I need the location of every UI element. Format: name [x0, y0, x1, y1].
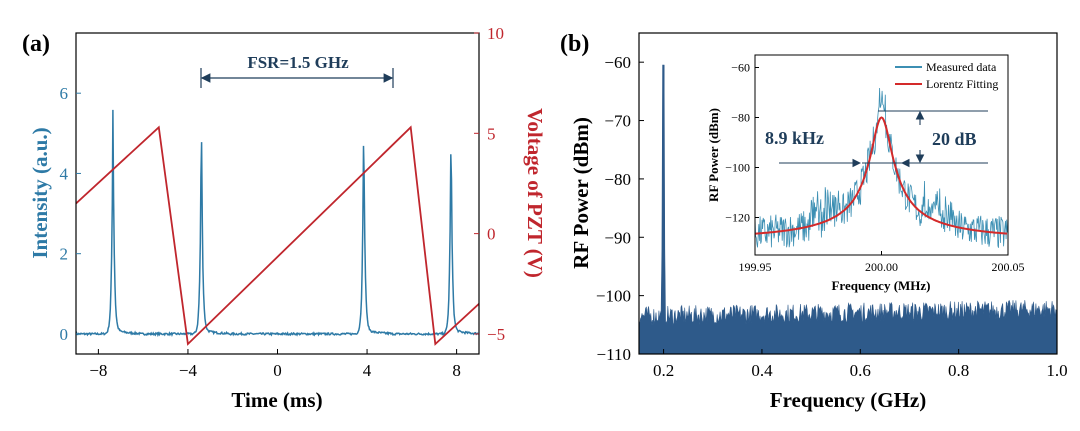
panel-b-label: (b) [560, 31, 589, 57]
inset-plot-area [755, 87, 1008, 248]
inset-annotation-db: 20 dB [932, 129, 977, 149]
a-ytick-right-label: 0 [487, 225, 496, 244]
b-xtick-label: 0.2 [653, 361, 674, 380]
a-xtick-label: 4 [363, 361, 372, 380]
b-xtick-label: 1.0 [1046, 361, 1067, 380]
inset-xtick-label: 200.00 [865, 260, 898, 274]
b-ytick-label: −60 [604, 53, 631, 72]
panel-b-ylabel: RF Power (dBm) [569, 117, 593, 269]
inset-axes: 199.95 200.00 200.05 −60 −80 −100 −120 [725, 61, 1024, 275]
inset-ytick-label: −100 [725, 161, 750, 175]
inset-xtick-label: 200.05 [992, 260, 1025, 274]
panel-a-ylabel-right: Voltage of PZT (V) [523, 108, 547, 278]
panel-b-xlabel: Frequency (GHz) [770, 388, 927, 412]
a-ytick-left-label: 6 [60, 84, 69, 103]
panel-a-axes: −8 −4 0 4 8 0 2 4 6 −5 0 5 10 [60, 24, 506, 380]
a-ytick-left-label: 2 [60, 245, 69, 264]
b-ytick-label: −70 [604, 112, 631, 131]
panel-b-frame [638, 32, 1058, 355]
panel-a-label: (a) [22, 31, 50, 57]
inset-annotation-linewidth: 8.9 kHz [765, 128, 824, 148]
inset-legend: Measured data Lorentz Fitting [895, 60, 998, 91]
inset-lorentz-fit [755, 116, 1008, 235]
panel-b-axes: 0.2 0.4 0.6 0.8 1.0 −110 −100 −90 −80 −70 −60 [596, 53, 1068, 380]
a-xtick-label: −4 [179, 361, 198, 380]
a-ytick-right-label: 5 [487, 124, 496, 143]
fsr-annotation: FSR=1.5 GHz [247, 53, 349, 72]
legend-label-fit: Lorentz Fitting [926, 77, 998, 91]
inset-ytick-label: −120 [725, 211, 750, 225]
inset-xtick-label: 199.95 [739, 260, 772, 274]
b-xtick-label: 0.4 [751, 361, 773, 380]
a-xtick-label: −8 [89, 361, 107, 380]
panel-b: (b) 0.2 0.4 0.6 0.8 1.0−110−100−90−80−70−60 … [560, 31, 1068, 412]
panel-a-xlabel: Time (ms) [231, 388, 322, 412]
panel-a-plot-area [76, 109, 479, 346]
a-ytick-left-label: 4 [60, 164, 69, 183]
inset-chart: 199.95 200.00 200.05 −60 −80 −100 −120 Frequen… [706, 54, 1025, 293]
b-xtick-label: 0.6 [850, 361, 871, 380]
a-xtick-label: 0 [273, 361, 282, 380]
pzt-voltage-trace [76, 125, 479, 346]
panel-b-plot-area [639, 64, 1057, 354]
inset-ytick-label: −80 [731, 111, 750, 125]
b-ytick-label: −80 [604, 170, 631, 189]
a-ytick-left-label: 0 [60, 325, 69, 344]
legend-label-measured: Measured data [926, 60, 997, 74]
a-ytick-right-label: −5 [487, 325, 505, 344]
panel-a: (a) −8 −4 0 4 8 0 2 4 6 −5 0 5 10 FSR=1.5 GHz Time (… [22, 24, 547, 412]
inset-ytick-label: −60 [731, 61, 750, 75]
rf-spectrum-area [639, 64, 1057, 354]
a-xtick-label: 8 [452, 361, 461, 380]
inset-ylabel: RF Power (dBm) [706, 108, 721, 202]
inset-measured-trace [755, 87, 1008, 248]
panel-a-ylabel-left: Intensity (a.u.) [28, 127, 52, 258]
b-ytick-label: −110 [597, 345, 631, 364]
b-xtick-label: 0.8 [948, 361, 969, 380]
a-ytick-right-label: 10 [487, 24, 504, 43]
b-ytick-label: −100 [596, 287, 631, 306]
intensity-trace [76, 109, 479, 338]
inset-xlabel: Frequency (MHz) [831, 278, 930, 293]
b-ytick-label: −90 [604, 228, 631, 247]
